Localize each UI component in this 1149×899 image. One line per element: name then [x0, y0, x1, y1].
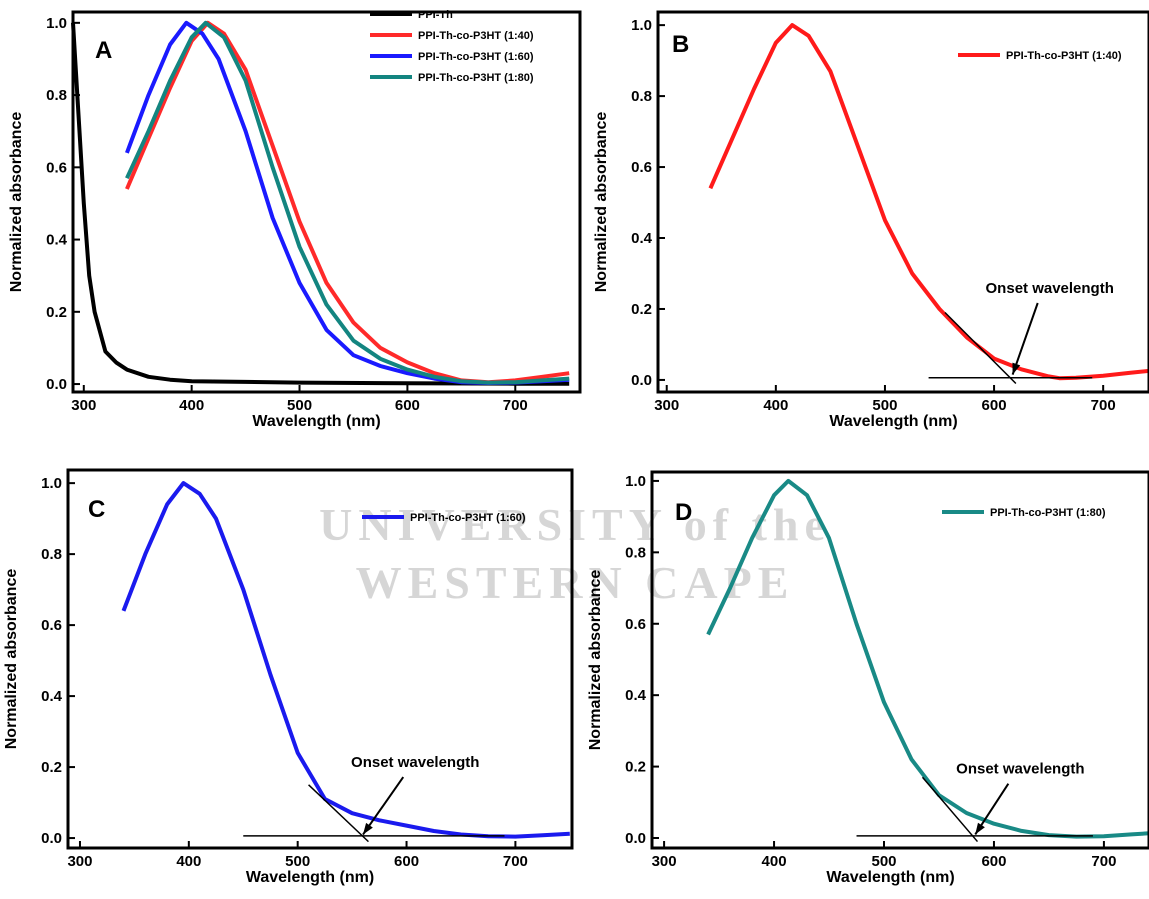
- x-tick-label: 600: [981, 853, 1006, 870]
- x-axis-title: Wavelength (nm): [829, 413, 957, 430]
- y-tick-label: 0.2: [46, 304, 67, 321]
- x-tick-label: 500: [872, 397, 897, 414]
- y-tick-label: 0.8: [631, 88, 652, 105]
- watermark: WESTERN CAPE: [356, 557, 795, 608]
- line: [71, 22, 570, 386]
- y-tick-label: 1.0: [46, 15, 67, 32]
- panel-label: D: [675, 499, 692, 526]
- y-tick-label: 0.8: [41, 546, 62, 563]
- legend-label: PPI-Th-co-P3HT (1:80): [418, 72, 534, 84]
- y-tick-label: 0.2: [625, 759, 646, 776]
- x-tick-label: 700: [1091, 397, 1116, 414]
- x-tick-label: 600: [394, 853, 419, 870]
- x-tick-label: 500: [287, 397, 312, 414]
- y-tick-label: 0.6: [625, 616, 646, 633]
- line: [125, 20, 570, 385]
- watermark: UNIVERSITY of the: [319, 499, 831, 550]
- tangent-line: [308, 784, 369, 843]
- plot-frame: [66, 468, 574, 850]
- y-tick-label: 0.8: [625, 544, 646, 561]
- x-tick-label: 500: [285, 853, 310, 870]
- y-axis-title: Normalized absorbance: [593, 112, 610, 293]
- y-tick-label: 0.0: [631, 372, 652, 389]
- annotation-text: Onset wavelength: [956, 761, 1084, 778]
- legend-label: PPI-Th-co-P3HT (1:80): [990, 507, 1106, 519]
- y-tick-label: 0.4: [631, 230, 653, 247]
- legend-label: PPI-Th-co-P3HT (1:40): [418, 30, 534, 42]
- x-tick-label: 400: [763, 397, 788, 414]
- x-tick-label: 300: [67, 853, 92, 870]
- y-tick-label: 1.0: [41, 475, 62, 492]
- legend-label: PPI-Th-co-P3HT (1:60): [418, 51, 534, 63]
- y-tick-label: 0.4: [625, 687, 647, 704]
- annotation-text: Onset wavelength: [986, 280, 1114, 297]
- x-tick-label: 300: [71, 397, 96, 414]
- y-tick-label: 0.6: [46, 159, 67, 176]
- tangent-line: [921, 776, 979, 843]
- y-axis-title: Normalized absorbance: [8, 112, 25, 293]
- x-tick-label: 400: [179, 397, 204, 414]
- y-tick-label: 0.8: [46, 87, 67, 104]
- x-tick-label: 600: [982, 397, 1007, 414]
- x-tick-label: 700: [503, 853, 528, 870]
- y-axis-title: Normalized absorbance: [3, 569, 20, 750]
- line: [708, 23, 1149, 381]
- y-tick-label: 0.4: [41, 688, 63, 705]
- panel-label: A: [95, 37, 112, 64]
- y-tick-label: 0.2: [631, 301, 652, 318]
- legend-label: PPI-Th-co-P3HT (1:60): [410, 512, 526, 524]
- tangent-line: [944, 311, 1017, 385]
- plot-frame: [656, 10, 1149, 394]
- arrow-head: [362, 822, 373, 835]
- y-tick-label: 0.0: [41, 830, 62, 847]
- y-axis-title: Normalized absorbance: [587, 570, 604, 751]
- x-tick-label: 300: [652, 853, 677, 870]
- annotation-arrow: [1011, 302, 1039, 375]
- x-tick-label: 500: [871, 853, 896, 870]
- annotation-arrow: [362, 776, 405, 836]
- x-tick-label: 700: [1091, 853, 1116, 870]
- y-tick-label: 0.0: [625, 830, 646, 847]
- x-tick-label: 700: [503, 397, 528, 414]
- legend-label: PPI-Th-co-P3HT (1:40): [1006, 50, 1122, 62]
- y-tick-label: 0.4: [46, 232, 68, 249]
- arrow-head: [975, 822, 985, 835]
- y-tick-label: 0.6: [631, 159, 652, 176]
- y-tick-label: 0.0: [46, 376, 67, 393]
- x-tick-label: 600: [395, 397, 420, 414]
- y-tick-label: 1.0: [631, 17, 652, 34]
- y-tick-label: 1.0: [625, 473, 646, 490]
- x-tick-label: 400: [762, 853, 787, 870]
- x-axis-title: Wavelength (nm): [252, 413, 380, 430]
- x-tick-label: 300: [654, 397, 679, 414]
- plot-frame: [71, 10, 582, 394]
- x-axis-title: Wavelength (nm): [246, 869, 374, 886]
- y-tick-label: 0.6: [41, 617, 62, 634]
- annotation-text: Onset wavelength: [351, 754, 479, 771]
- x-tick-label: 400: [176, 853, 201, 870]
- panel-label: C: [88, 496, 105, 523]
- plot-frame: [650, 470, 1149, 850]
- panel-label: B: [672, 31, 689, 58]
- arrow-head: [1012, 362, 1021, 375]
- y-tick-label: 0.2: [41, 759, 62, 776]
- x-axis-title: Wavelength (nm): [826, 869, 954, 886]
